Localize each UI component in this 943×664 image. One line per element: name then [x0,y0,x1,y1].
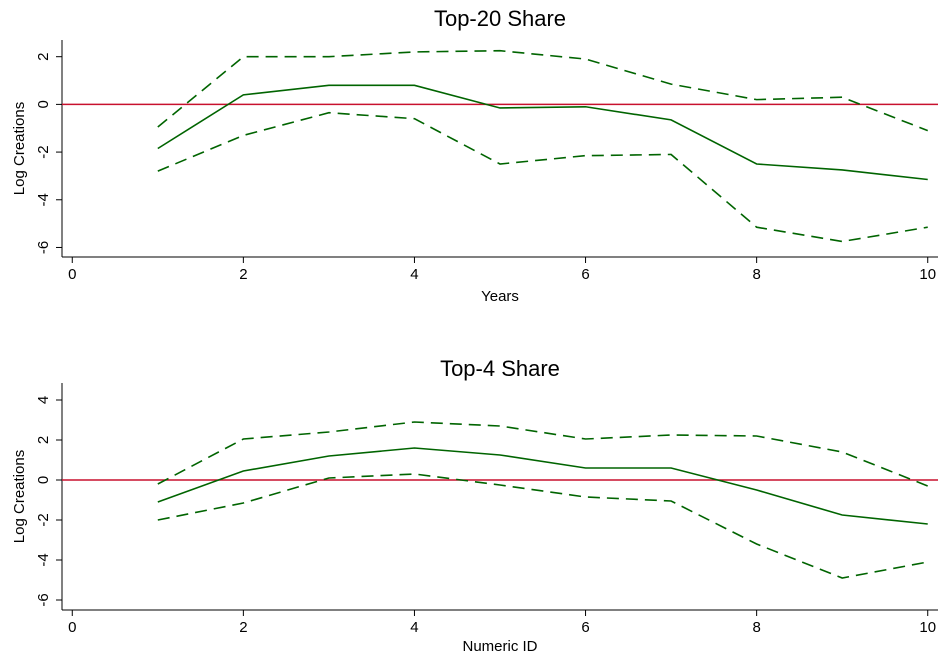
x-axis-label: Numeric ID [462,638,537,655]
x-tick-label: 2 [239,619,247,636]
y-tick-label: -6 [35,241,52,254]
y-tick-label: -2 [35,513,52,526]
chart-title: Top-20 Share [434,6,566,31]
series-line [157,49,929,132]
x-tick-label: 0 [68,266,76,283]
series-line [157,421,929,487]
x-tick-label: 2 [239,266,247,283]
y-axis-label: Log Creations [11,102,28,195]
y-tick-label: -2 [35,145,52,158]
x-tick-label: 6 [581,619,589,636]
series-line [157,111,928,243]
series-line [157,84,928,181]
y-axis-label: Log Creations [11,450,28,543]
y-tick-label: 0 [35,100,52,108]
x-tick-label: 4 [410,619,418,636]
y-tick-label: -6 [35,593,52,606]
y-tick-label: -4 [35,193,52,206]
x-tick-label: 8 [752,619,760,636]
y-tick-label: 2 [35,436,52,444]
x-tick-label: 10 [919,266,936,283]
series-line [157,473,928,579]
x-tick-label: 10 [919,619,936,636]
chart-title: Top-4 Share [440,356,560,381]
y-tick-label: -4 [35,553,52,566]
series-line [157,447,928,525]
y-tick-label: 2 [35,53,52,61]
x-axis-label: Years [481,288,519,305]
x-tick-label: 6 [581,266,589,283]
x-tick-label: 4 [410,266,418,283]
y-tick-label: 0 [35,476,52,484]
x-tick-label: 0 [68,619,76,636]
y-tick-label: 4 [35,396,52,404]
x-tick-label: 8 [752,266,760,283]
